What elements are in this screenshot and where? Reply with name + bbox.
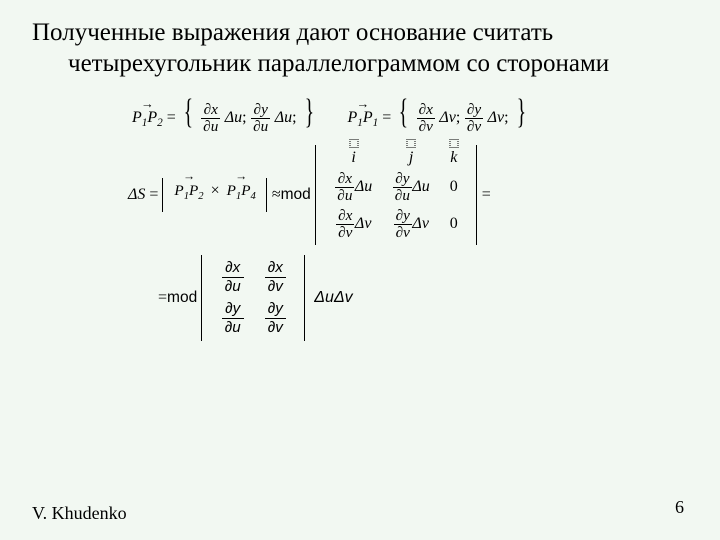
vectors-row: P1P2 = { ∂x∂u Δu; ∂y∂u Δu; } P1P1 = { ∂x… <box>132 97 688 135</box>
mod-label-2: mod <box>167 289 197 307</box>
math-block: P1P2 = { ∂x∂u Δu; ∂y∂u Δu; } P1P1 = { ∂x… <box>132 97 688 341</box>
vec-p1p2-def: P1P2 = { ∂x∂u Δu; ∂y∂u Δu; } <box>132 97 317 135</box>
vec-p1p1-def: P1P1 = { ∂x∂v Δv; ∂y∂v Δv; } <box>347 97 529 135</box>
paragraph-text: Полученные выражения дают основание счит… <box>32 19 609 77</box>
det2: ∂x∂u ∂x∂v ∂y∂u ∂y∂v <box>197 255 310 341</box>
det2-row: = mod ∂x∂u ∂x∂v ∂y∂u ∂y∂v <box>158 255 688 341</box>
page-number: 6 <box>675 497 684 518</box>
cross-mod: P1P2 × P1P4 <box>158 178 271 212</box>
equals-1: = <box>482 186 491 204</box>
delta-s: ΔS <box>128 186 145 204</box>
det3: i j k ∂x∂uΔu ∂y∂uΔu 0 <box>311 145 482 245</box>
equals-2: = <box>158 289 167 307</box>
author-label: V. Khudenko <box>32 503 127 524</box>
mod-label-1: mod <box>281 186 311 204</box>
paragraph: Полученные выражения дают основание счит… <box>32 18 688 79</box>
delta-s-row: ΔS = P1P2 × P1P4 ≈ mod i <box>128 145 688 245</box>
approx-sign: ≈ <box>272 186 281 204</box>
